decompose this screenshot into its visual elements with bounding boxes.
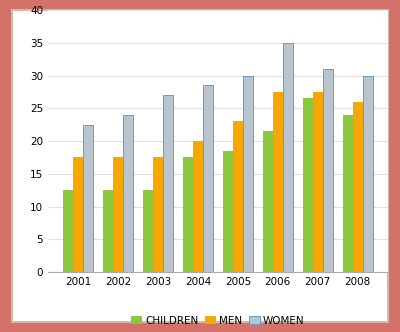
Bar bbox=[183, 157, 193, 272]
Bar bbox=[113, 157, 123, 272]
Bar bbox=[64, 190, 74, 272]
Bar bbox=[153, 157, 163, 272]
Bar bbox=[223, 151, 233, 272]
Bar bbox=[273, 92, 283, 272]
Bar bbox=[193, 141, 203, 272]
Bar bbox=[203, 85, 213, 272]
Bar bbox=[362, 76, 372, 272]
Legend: CHILDREN, MEN, WOMEN: CHILDREN, MEN, WOMEN bbox=[127, 311, 309, 330]
Bar bbox=[263, 131, 273, 272]
Bar bbox=[343, 115, 353, 272]
Bar bbox=[243, 76, 253, 272]
Bar bbox=[163, 95, 173, 272]
Bar bbox=[143, 190, 153, 272]
Bar bbox=[353, 102, 362, 272]
Bar bbox=[123, 115, 133, 272]
Bar bbox=[323, 69, 333, 272]
Bar bbox=[303, 99, 313, 272]
Bar bbox=[83, 125, 93, 272]
Bar bbox=[313, 92, 323, 272]
Bar bbox=[233, 122, 243, 272]
Bar bbox=[103, 190, 113, 272]
Bar bbox=[283, 43, 293, 272]
Bar bbox=[74, 157, 83, 272]
